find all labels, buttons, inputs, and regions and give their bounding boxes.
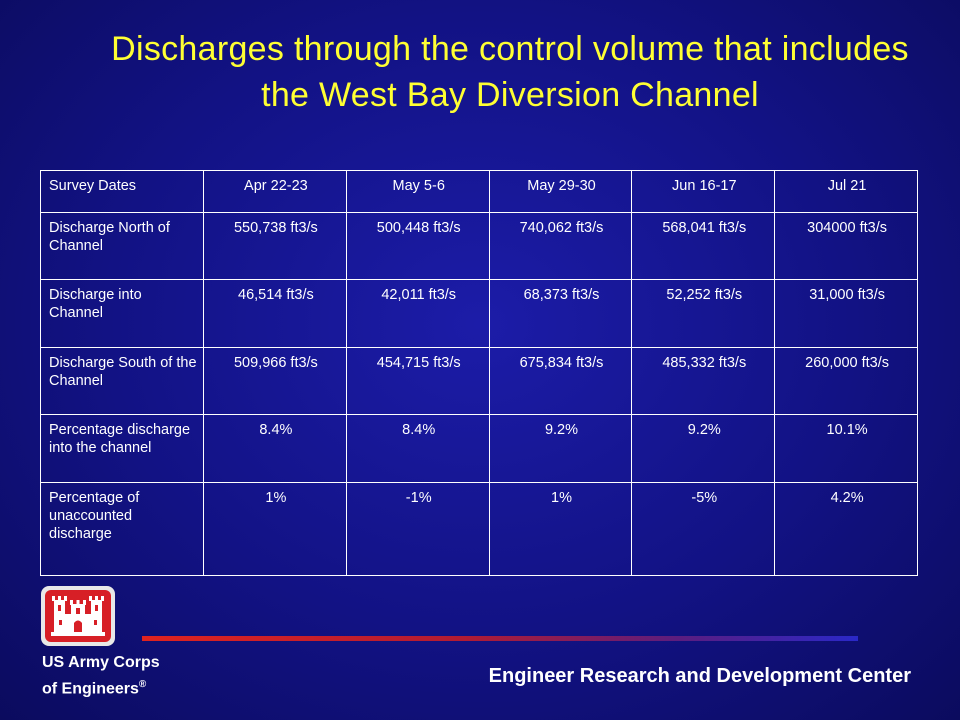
table-cell: -5% <box>631 481 776 577</box>
row-label: Discharge into Channel <box>40 279 204 348</box>
table-cell: 8.4% <box>203 414 347 483</box>
table-cell: 9.2% <box>631 414 776 483</box>
table-cell: 31,000 ft3/s <box>774 279 918 348</box>
table-cell: 4.2% <box>774 481 918 577</box>
table-row: Discharge into Channel 46,514 ft3/s 42,0… <box>40 279 918 348</box>
table-cell: 260,000 ft3/s <box>774 346 918 416</box>
table-cell: 1% <box>488 481 633 577</box>
table-row: Percentage discharge into the channel 8.… <box>40 414 918 483</box>
table-cell: -1% <box>345 481 490 577</box>
table-cell: 8.4% <box>345 414 490 483</box>
row-label: Percentage discharge into the channel <box>40 414 204 483</box>
column-header: Jul 21 <box>774 170 918 213</box>
table-row: Discharge South of the Channel 509,966 f… <box>40 346 918 416</box>
table-header-label: Survey Dates <box>40 170 204 213</box>
table-cell: 454,715 ft3/s <box>345 346 490 416</box>
row-label: Discharge North of Channel <box>40 211 204 281</box>
table-cell: 9.2% <box>488 414 633 483</box>
table-cell: 568,041 ft3/s <box>631 211 776 281</box>
slide-title: Discharges through the control volume th… <box>60 26 960 118</box>
table-cell: 485,332 ft3/s <box>631 346 776 416</box>
table-cell: 10.1% <box>774 414 918 483</box>
table-cell: 304000 ft3/s <box>774 211 918 281</box>
row-label: Percentage of unaccounted discharge <box>40 481 204 577</box>
corps-of-engineers-logo <box>41 586 115 646</box>
castle-icon <box>51 596 105 636</box>
table-row: Discharge North of Channel 550,738 ft3/s… <box>40 211 918 281</box>
column-header: May 29-30 <box>488 170 633 213</box>
row-label: Discharge South of the Channel <box>40 346 204 416</box>
table-header-row: Survey Dates Apr 22-23 May 5-6 May 29-30… <box>40 170 918 213</box>
logo-red-field <box>45 590 111 642</box>
org-line-2: of Engineers <box>42 680 139 698</box>
column-header: Apr 22-23 <box>203 170 347 213</box>
slide-title-line-2: the West Bay Diversion Channel <box>261 76 759 114</box>
org-line-1: US Army Corps <box>42 654 160 671</box>
table-cell: 1% <box>203 481 347 577</box>
footer-divider <box>142 636 858 641</box>
table-cell: 500,448 ft3/s <box>345 211 490 281</box>
column-header: Jun 16-17 <box>631 170 776 213</box>
table-cell: 68,373 ft3/s <box>488 279 633 348</box>
table-row: Percentage of unaccounted discharge 1% -… <box>40 481 918 577</box>
table-cell: 52,252 ft3/s <box>631 279 776 348</box>
research-center-name: Engineer Research and Development Center <box>488 665 911 687</box>
discharge-table: Survey Dates Apr 22-23 May 5-6 May 29-30… <box>40 170 918 577</box>
table-cell: 740,062 ft3/s <box>488 211 633 281</box>
registered-mark: ® <box>138 679 147 690</box>
table-cell: 42,011 ft3/s <box>345 279 490 348</box>
table-cell: 550,738 ft3/s <box>203 211 347 281</box>
slide-title-line-1: Discharges through the control volume th… <box>111 30 909 68</box>
table-cell: 46,514 ft3/s <box>203 279 347 348</box>
table-cell: 509,966 ft3/s <box>203 346 347 416</box>
column-header: May 5-6 <box>345 170 490 213</box>
org-line-2-wrap: of Engineers® <box>42 674 160 700</box>
table-cell: 675,834 ft3/s <box>488 346 633 416</box>
organization-name: US Army Corps of Engineers® <box>42 652 160 700</box>
